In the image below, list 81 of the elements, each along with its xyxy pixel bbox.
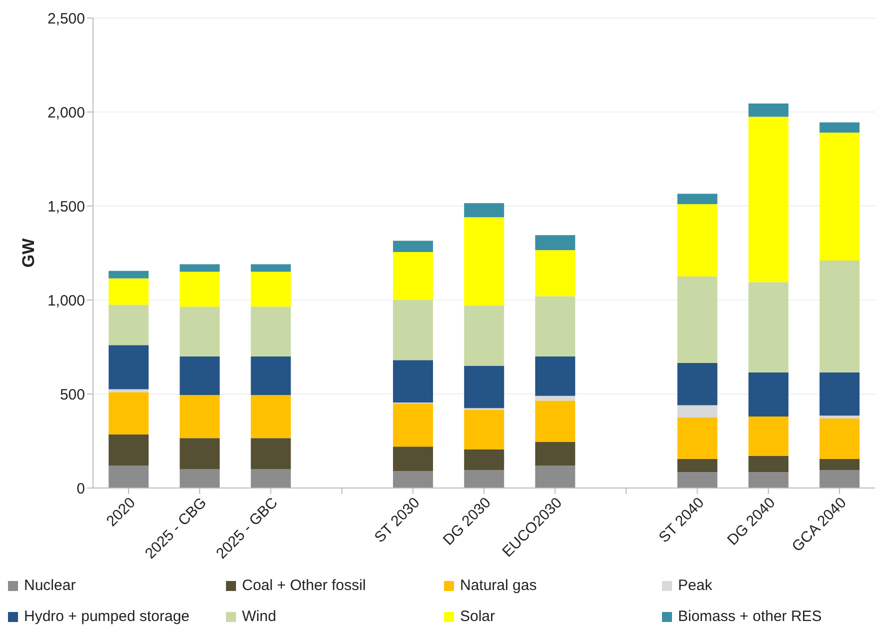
bar xyxy=(677,276,718,363)
y-tick-label: 1,000 xyxy=(47,292,85,310)
bar xyxy=(748,104,788,117)
bar xyxy=(820,418,860,459)
bar xyxy=(108,278,149,305)
bar xyxy=(677,204,718,276)
legend-label: Coal + Other fossil xyxy=(242,577,366,594)
bar xyxy=(748,282,788,372)
bar xyxy=(393,403,434,447)
y-tick-label: 500 xyxy=(60,386,85,404)
bar xyxy=(677,418,718,459)
bar xyxy=(393,240,434,252)
bar xyxy=(748,456,788,472)
bar xyxy=(820,260,860,372)
bar xyxy=(180,469,220,488)
legend-label: Natural gas xyxy=(460,577,537,594)
bar xyxy=(180,264,220,272)
bar xyxy=(464,449,504,470)
bar xyxy=(250,306,291,356)
bar xyxy=(677,405,718,418)
bar xyxy=(250,469,291,488)
bar xyxy=(393,360,434,402)
bar xyxy=(820,122,860,133)
bar xyxy=(180,438,220,470)
bar xyxy=(535,250,576,296)
bar xyxy=(677,458,718,472)
bar xyxy=(820,416,860,418)
bar xyxy=(464,410,504,450)
bar xyxy=(464,366,504,408)
legend-label: Nuclear xyxy=(24,577,76,594)
bar xyxy=(748,116,788,282)
bar xyxy=(535,296,576,356)
bar xyxy=(464,203,504,218)
bar xyxy=(393,252,434,300)
bar xyxy=(535,396,576,401)
bar xyxy=(535,235,576,250)
bar xyxy=(180,394,220,438)
bar xyxy=(464,217,504,306)
bar xyxy=(464,306,504,366)
bar xyxy=(108,345,149,390)
bar xyxy=(250,264,291,272)
y-axis-title: GW xyxy=(19,237,38,268)
y-tick-label: 1,500 xyxy=(47,198,85,216)
bar xyxy=(393,471,434,488)
bar xyxy=(180,356,220,395)
y-tick-label: 2,000 xyxy=(47,104,85,122)
bar xyxy=(180,272,220,307)
bar xyxy=(677,472,718,488)
bar xyxy=(393,300,434,360)
bar xyxy=(748,372,788,417)
bar xyxy=(820,458,860,470)
bar xyxy=(820,470,860,488)
bar xyxy=(250,438,291,470)
bar xyxy=(108,465,149,488)
bar xyxy=(108,304,149,346)
bar xyxy=(820,372,860,416)
y-tick-label: 2,500 xyxy=(47,10,85,28)
bar xyxy=(464,470,504,488)
legend-label: Biomass + other RES xyxy=(678,608,822,625)
bar xyxy=(535,465,576,488)
legend-label: Solar xyxy=(460,608,496,625)
bar xyxy=(535,400,576,442)
bar xyxy=(820,132,860,261)
bar xyxy=(748,416,788,456)
bar xyxy=(535,356,576,396)
bar xyxy=(535,442,576,466)
bar xyxy=(108,434,149,466)
bar xyxy=(250,356,291,395)
legend-label: Hydro + pumped storage xyxy=(24,608,190,625)
bar xyxy=(748,472,788,488)
legend-label: Wind xyxy=(242,608,276,625)
bar xyxy=(677,362,718,406)
bar xyxy=(180,306,220,356)
bar xyxy=(393,446,434,472)
bar xyxy=(108,270,149,278)
bar xyxy=(250,394,291,438)
bar xyxy=(677,194,718,204)
bar xyxy=(250,272,291,307)
legend-label: Peak xyxy=(678,577,712,594)
y-tick-label: 0 xyxy=(76,480,85,498)
bar xyxy=(108,392,149,434)
